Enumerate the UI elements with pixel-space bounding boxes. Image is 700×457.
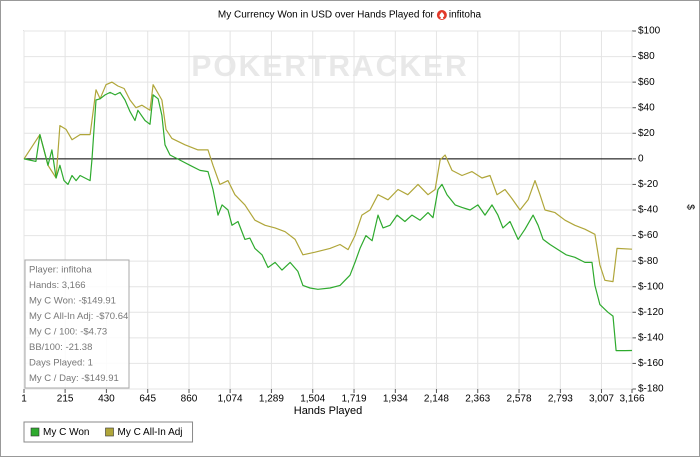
info-line: Hands: 3,166 [29,280,86,291]
x-tick-label: 2,793 [548,394,573,405]
x-tick-label: 1,719 [342,394,367,405]
info-line: My C All-In Adj: -$70.64 [29,311,128,322]
y-tick-label: $-180 [638,384,664,395]
info-box: Player: infitoha Hands: 3,166 My C Won: -$… [24,259,130,389]
y-tick-label: $-140 [638,332,664,343]
chart-title: My Currency Won in USD over Hands Played… [218,10,435,21]
x-tick-label: 1,504 [300,394,325,405]
x-tick-label: 860 [181,394,198,405]
x-tick-label: 2,363 [465,394,490,405]
x-tick-label: 1,289 [259,394,284,405]
info-line: My C Won: -$149.91 [29,296,116,307]
info-line: Days Played: 1 [29,358,93,369]
info-box-bg [24,259,130,389]
legend-swatch [30,427,40,437]
watermark: POKERTRACKER [191,50,468,83]
player-name: infitoha [449,10,482,21]
y-tick-label: $-40 [638,205,658,216]
x-axis-label: Hands Played [294,405,363,417]
x-tick-label: 1,934 [383,394,408,405]
legend: My C Won My C All-In Adj [23,421,194,443]
y-tick-label: $100 [638,26,661,37]
x-tick-label: 2,578 [507,394,532,405]
y-tick-label: $60 [638,77,655,88]
info-line: My C / 100: -$4.73 [29,327,107,338]
player-icon [436,10,447,20]
x-tick-label: 1 [21,394,27,405]
y-tick-label: $40 [638,102,655,113]
legend-label: My C All-In Adj [118,427,183,438]
info-line: BB/100: -21.38 [29,342,92,353]
y-tick-label: $-100 [638,281,664,292]
info-line: Player: infitoha [29,265,93,276]
x-tick-label: 1,074 [218,394,243,405]
y-axis-label: $ [684,204,695,210]
legend-swatch [105,427,114,437]
series-line [23,81,633,283]
y-tick-label: $-80 [638,256,658,267]
series-line [23,91,633,352]
info-line: My C / Day: -$149.91 [29,373,119,384]
x-tick-label: 215 [57,394,74,405]
y-tick-label: $-60 [638,230,658,241]
x-tick-label: 2,148 [424,394,449,405]
y-tick-label: $20 [638,128,655,139]
x-tick-label: 430 [98,394,115,405]
y-tick-label: $-20 [638,179,658,190]
x-tick-label: 3,007 [589,394,614,405]
y-tick-label: $-120 [638,307,664,318]
legend-label: My C Won [43,427,90,438]
y-tick-label: $-160 [638,358,664,369]
y-tick-label: $80 [638,51,655,62]
x-tick-label: 645 [139,394,156,405]
y-tick-label: 0 [638,153,644,164]
x-tick-label: 3,166 [619,394,644,405]
